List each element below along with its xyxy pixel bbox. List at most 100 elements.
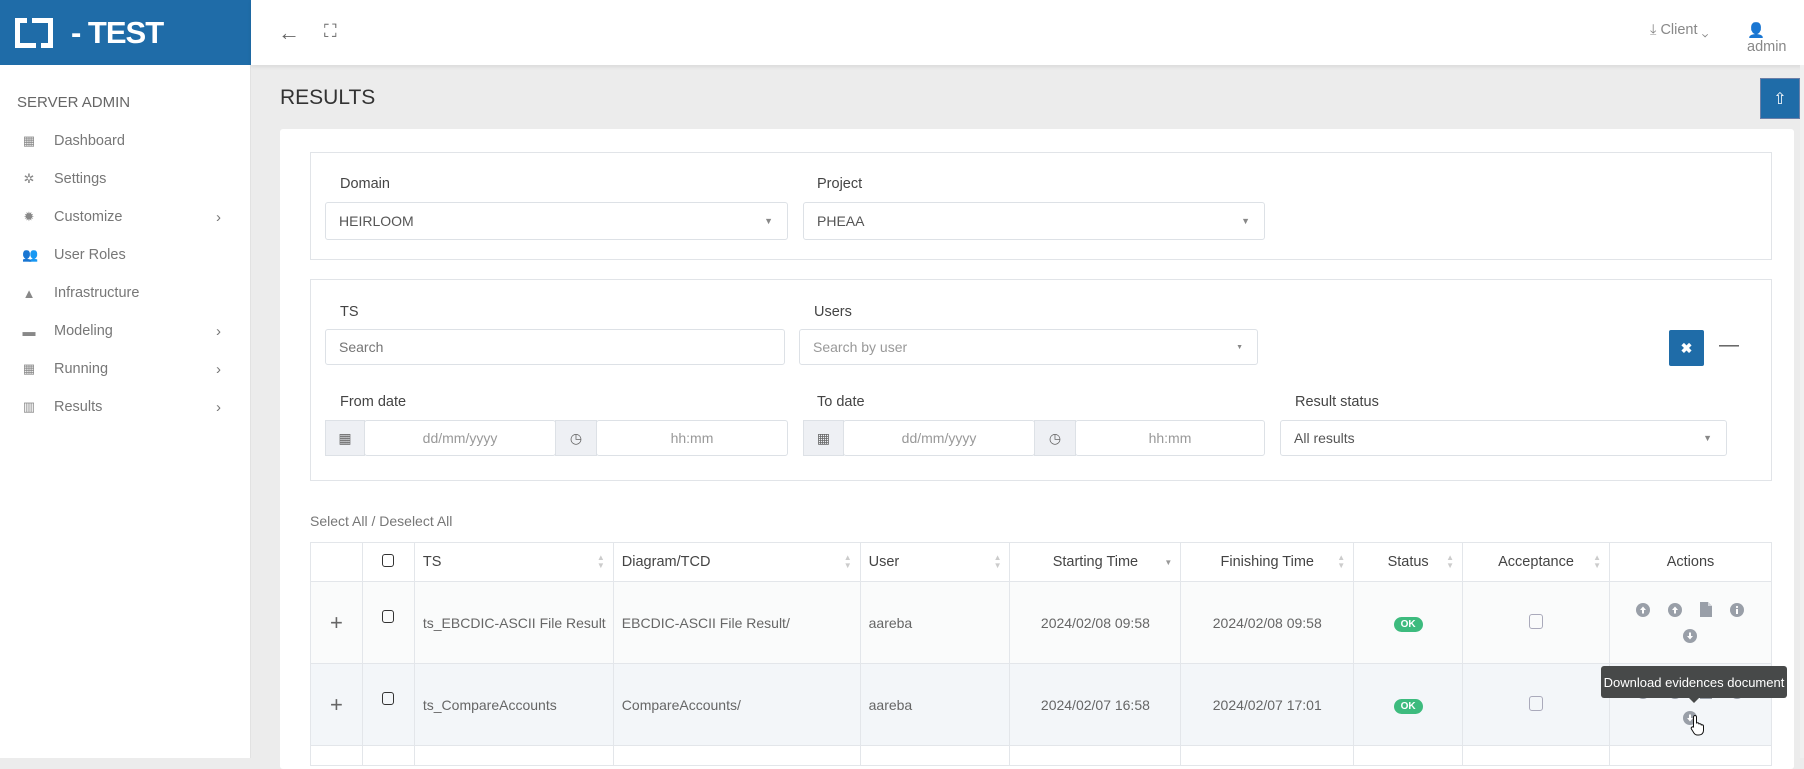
sort-icon: ▲ ▼ (843, 553, 852, 570)
user-menu[interactable]: 👤admin (1747, 22, 1804, 55)
users-placeholder: Search by user (813, 339, 908, 355)
sidebar-item-infrastructure[interactable]: ▲ Infrastructure (0, 274, 251, 312)
back-arrow-icon[interactable]: ← (278, 20, 300, 45)
to-date-label: To date (817, 394, 865, 410)
table-row[interactable]: + ts_CompareAccounts CompareAccounts/ aa… (310, 663, 1773, 746)
sidebar-item-label: Infrastructure (54, 285, 140, 301)
logo-icon (15, 17, 53, 48)
expand-header (310, 542, 363, 582)
cell-start: 2024/02/08 09:58 (1009, 581, 1182, 664)
select-all-checkbox[interactable] (382, 553, 395, 567)
th-large-icon: ▦ (22, 133, 36, 148)
caret-down-icon: ▼ (1236, 343, 1243, 351)
certificate-icon: ✹ (23, 209, 35, 224)
to-time-input[interactable]: hh:mm (1075, 420, 1265, 456)
cell-start: 2024/02/07 16:58 (1009, 663, 1182, 746)
sidebar-item-user-roles[interactable]: 👥 User Roles (0, 236, 251, 274)
sidebar-item-customize[interactable]: ✹ Customize › (0, 198, 251, 236)
sort-desc-icon: ▼ (1164, 558, 1173, 567)
chevron-down-icon: ⌄ (1701, 22, 1709, 38)
sidebar-item-modeling[interactable]: ▬ Modeling › (0, 312, 251, 350)
fullscreen-icon[interactable]: ⛶ (324, 21, 337, 41)
col-header-actions: Actions (1608, 542, 1773, 582)
chevron-right-icon: › (216, 208, 221, 226)
sidebar-item-settings[interactable]: ✲ Settings (0, 160, 251, 198)
tooltip: Download evidences document (1601, 666, 1787, 703)
col-header-user[interactable]: User ▲ ▼ (859, 542, 1011, 582)
sort-icon: ▲ ▼ (1593, 553, 1601, 570)
to-date-input[interactable]: dd/mm/yyyy (843, 420, 1035, 456)
scrollbar[interactable] (1800, 65, 1804, 758)
table-row[interactable]: + ts_EBCDIC-ASCII File Result EBCDIC-ASC… (310, 581, 1773, 664)
row-checkbox[interactable] (382, 610, 395, 623)
actions-cell (1608, 581, 1773, 664)
upload-icon: ⇧ (1773, 90, 1787, 108)
arrow-up-circle-icon[interactable] (1636, 602, 1651, 617)
from-date-label: From date (340, 394, 407, 410)
info-circle-icon[interactable] (1730, 602, 1745, 617)
ts-label: TS (340, 304, 359, 320)
collapse-panel-button[interactable]: — (1719, 334, 1739, 356)
chevron-right-icon: › (216, 398, 221, 416)
cell-finish: 2024/02/07 17:01 (1180, 663, 1355, 746)
expand-row-button[interactable]: + (310, 581, 363, 664)
users-icon: 👥 (22, 247, 39, 262)
col-header-diagram[interactable]: Diagram/TCD ▲ ▼ (612, 542, 861, 582)
sidebar-item-label: Running (54, 361, 109, 377)
expand-row-button[interactable]: + (310, 663, 363, 746)
users-select[interactable]: Search by user ▼ (799, 329, 1258, 365)
download-circle-icon[interactable] (1683, 628, 1698, 643)
col-header-finishing-time[interactable]: Finishing Time ▲ ▼ (1180, 542, 1355, 582)
acceptance-checkbox[interactable] (1529, 613, 1544, 629)
sidebar-item-results[interactable]: ▥ Results › (0, 388, 251, 426)
sidebar-item-label: Modeling (54, 323, 113, 339)
chevron-right-icon: › (216, 360, 221, 378)
close-icon: ✖ (1680, 339, 1693, 356)
project-value: PHEAA (817, 213, 865, 229)
status-badge: OK (1393, 698, 1423, 714)
brand-logo[interactable]: - TEST (0, 0, 251, 65)
result-status-label: Result status (1295, 394, 1379, 410)
sort-icon: ▲ ▼ (1446, 553, 1455, 570)
col-header-starting-time[interactable]: Starting Time ▼ (1009, 542, 1182, 582)
cell-ts: ts_CompareAccounts (413, 663, 614, 746)
calendar-icon[interactable]: ▦ (803, 420, 844, 456)
page-title: RESULTS (280, 86, 376, 109)
cell-ts: ts_EBCDIC-ASCII File Result (413, 581, 614, 664)
upload-button[interactable]: ⇧ (1760, 78, 1800, 119)
sort-icon: ▲ ▼ (993, 553, 1002, 570)
col-header-ts[interactable]: TS ▲ ▼ (413, 542, 614, 582)
select-all-header (361, 542, 415, 582)
clear-filters-button[interactable]: ✖ (1669, 330, 1704, 366)
sidebar (0, 0, 251, 758)
project-select[interactable]: PHEAA ▼ (803, 202, 1265, 240)
from-date-input[interactable]: dd/mm/yyyy (364, 420, 556, 456)
result-status-select[interactable]: All results ▼ (1280, 420, 1727, 456)
domain-select[interactable]: HEIRLOOM ▼ (325, 202, 788, 240)
col-header-status[interactable]: Status ▲ ▼ (1353, 542, 1464, 582)
arrow-up-circle-icon[interactable] (1668, 602, 1683, 617)
result-status-value: All results (1294, 430, 1355, 446)
ts-search-input[interactable] (325, 329, 785, 365)
clock-icon[interactable]: ◷ (1034, 420, 1076, 456)
col-header-acceptance[interactable]: Acceptance ▲ ▼ (1462, 542, 1610, 582)
clock-icon[interactable]: ◷ (555, 420, 597, 456)
sidebar-item-running[interactable]: ▦ Running › (0, 350, 251, 388)
client-download-menu[interactable]: ⤓ Client ⌄ (1650, 22, 1708, 38)
calendar-icon[interactable]: ▦ (325, 420, 365, 456)
sidebar-item-label: Dashboard (54, 133, 125, 149)
chevron-right-icon: › (216, 322, 221, 340)
acceptance-checkbox[interactable] (1529, 695, 1544, 711)
sidebar-section-title: SERVER ADMIN (17, 94, 131, 111)
sidebar-item-label: Customize (54, 209, 123, 225)
road-icon: ▲ (22, 285, 36, 301)
user-label: admin (1747, 39, 1787, 55)
sidebar-item-dashboard[interactable]: ▦ Dashboard (0, 122, 251, 160)
caret-down-icon: ▼ (1703, 433, 1712, 443)
row-checkbox[interactable] (382, 692, 395, 705)
cell-diagram: CompareAccounts/ (612, 663, 861, 746)
file-icon[interactable] (1700, 602, 1713, 617)
select-all-link[interactable]: Select All / Deselect All (310, 513, 453, 529)
from-time-input[interactable]: hh:mm (596, 420, 788, 456)
domain-value: HEIRLOOM (339, 213, 414, 229)
